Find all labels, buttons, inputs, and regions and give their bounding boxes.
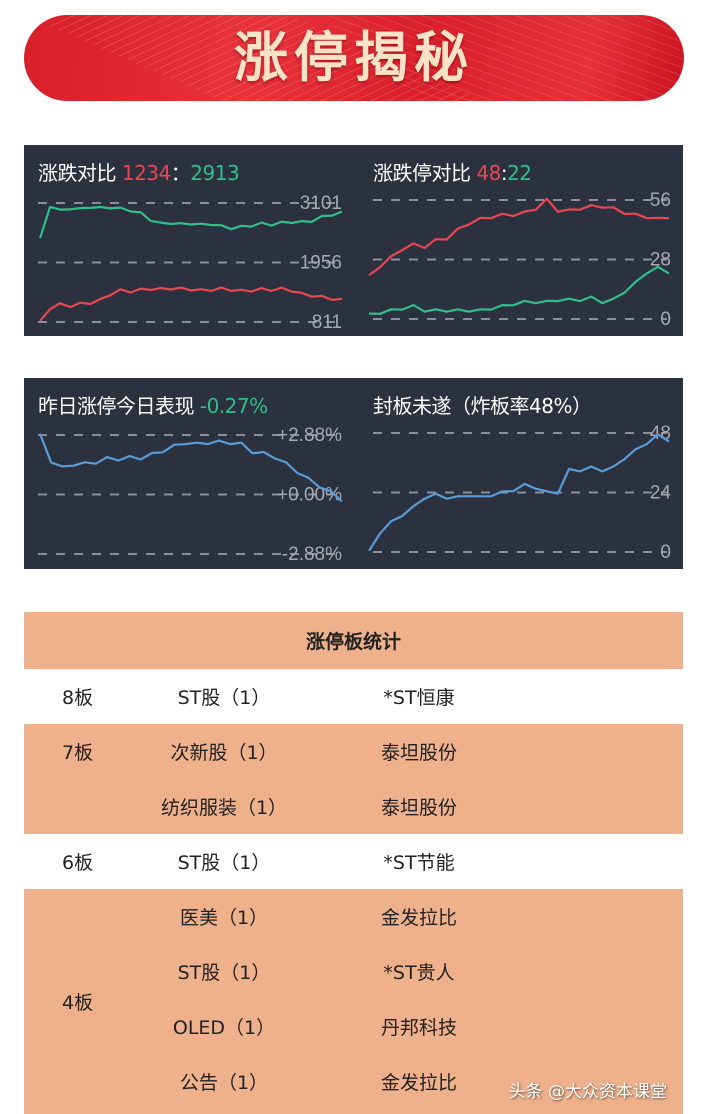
limit-down-count: 22 — [507, 161, 532, 185]
board-label: 4板 — [62, 992, 94, 1014]
table-row: 8板 ST股（1） *ST恒康 — [24, 669, 683, 724]
series-line — [39, 286, 343, 322]
table-group-7-board: 7板 次新股（1） 泰坦股份 纺织服装（1） 泰坦股份 — [24, 724, 683, 834]
limit-up-down-chart: 涨跌停对比 48:22 56 28 0 — [359, 145, 683, 336]
stock-cell: *ST恒康 — [383, 687, 455, 709]
board-label: 7板 — [62, 742, 94, 764]
series-line — [38, 433, 343, 503]
chart-title-label: 涨跌停对比 — [373, 161, 471, 185]
sector-cell: ST股（1） — [177, 687, 271, 709]
advance-count: 1234 — [121, 161, 171, 185]
series-line — [368, 265, 670, 315]
page-banner: 涨停揭秘 — [24, 15, 684, 101]
table-row: OLED（1） 丹邦科技 — [24, 999, 683, 1054]
table-row: 公告（1） 金发拉比 — [24, 1054, 683, 1109]
series-line — [38, 205, 343, 239]
board-label: 8板 — [62, 687, 94, 709]
y-tick-label: 0 — [660, 542, 671, 563]
chart-title: 昨日涨停今日表现 -0.27% — [38, 390, 268, 419]
ratio-separator: ： — [170, 161, 191, 185]
stock-cell: *ST节能 — [383, 852, 455, 874]
series-line — [368, 197, 670, 277]
y-tick-label: -2.88% — [282, 544, 342, 565]
chart-title: 涨跌对比 1234：2913 — [38, 157, 240, 186]
chart-panel-row-1: 涨跌对比 1234：2913 3101 1956 811 涨跌停对比 48:22 5… — [24, 145, 683, 336]
table-group-8-board: 8板 ST股（1） *ST恒康 — [24, 669, 683, 724]
stock-cell: 丹邦科技 — [380, 1017, 457, 1039]
sector-cell: ST股（1） — [177, 962, 271, 984]
stock-cell: *ST贵人 — [383, 962, 455, 984]
limit-up-down-plot: 56 28 0 — [368, 190, 671, 330]
y-tick-label: 24 — [650, 483, 672, 504]
performance-plot: +2.88% +0.00% -2.88% — [38, 425, 343, 565]
banner-title: 涨停揭秘 — [234, 26, 474, 89]
sector-cell: ST股（1） — [177, 852, 271, 874]
series-line — [368, 433, 670, 552]
chart-title-label: 封板未遂（炸板率48%） — [373, 394, 592, 418]
y-tick-label: 0 — [660, 309, 671, 330]
table-title: 涨停板统计 — [24, 612, 683, 669]
yesterday-limit-up-performance-chart: 昨日涨停今日表现 -0.27% +2.88% +0.00% -2.88% — [24, 378, 354, 569]
board-label: 6板 — [62, 852, 94, 874]
stock-cell: 泰坦股份 — [380, 742, 457, 764]
chart-title-label: 涨跌对比 — [38, 161, 117, 185]
chart-title: 封板未遂（炸板率48%） — [373, 390, 592, 419]
table-group-6-board: 6板 ST股（1） *ST节能 — [24, 834, 683, 889]
limit-up-count: 48 — [476, 161, 501, 185]
table-row: 7板 次新股（1） 泰坦股份 — [24, 724, 683, 779]
chart-title: 涨跌停对比 48:22 — [373, 157, 532, 186]
ratio-separator: : — [500, 161, 508, 185]
advance-decline-chart: 涨跌对比 1234：2913 3101 1956 811 — [24, 145, 354, 336]
sector-cell: 次新股（1） — [170, 742, 278, 764]
advance-decline-plot: 3101 1956 811 — [38, 193, 343, 333]
stock-cell: 金发拉比 — [380, 1072, 457, 1094]
stock-cell: 金发拉比 — [380, 907, 457, 929]
table-row: 医美（1） 金发拉比 — [24, 889, 683, 944]
sector-cell: 医美（1） — [179, 907, 269, 929]
y-tick-label: 56 — [650, 190, 671, 211]
sector-cell: 纺织服装（1） — [160, 797, 288, 819]
sector-cell: OLED（1） — [172, 1017, 276, 1039]
decline-count: 2913 — [190, 161, 240, 185]
table-row: 6板 ST股（1） *ST节能 — [24, 834, 683, 889]
table-row: 纺织服装（1） 泰坦股份 — [24, 779, 683, 834]
y-tick-label: 3101 — [300, 193, 342, 214]
failed-limit-up-chart: 封板未遂（炸板率48%） 48 24 0 — [359, 378, 683, 569]
sector-cell: 公告（1） — [179, 1072, 269, 1094]
chart-title-label: 昨日涨停今日表现 — [38, 394, 195, 418]
chart-panel-row-2: 昨日涨停今日表现 -0.27% +2.88% +0.00% -2.88% 封板未遂（… — [24, 378, 683, 569]
y-tick-label: 28 — [650, 250, 671, 271]
y-tick-label: +2.88% — [277, 425, 342, 446]
watermark: 头条 @大众资本课堂 — [508, 1082, 667, 1102]
table-group-4-board: 4板 医美（1） 金发拉比 ST股（1） *ST贵人 OLED（1） 丹邦科技 … — [24, 889, 683, 1114]
performance-value: -0.27% — [199, 394, 268, 418]
y-tick-label: 811 — [312, 312, 342, 333]
stock-cell: 泰坦股份 — [380, 797, 457, 819]
y-tick-label: 1956 — [300, 253, 342, 274]
y-tick-label: +0.00% — [277, 485, 342, 506]
limit-up-stats-table: 涨停板统计 8板 ST股（1） *ST恒康 7板 次新股（1） 泰坦股份 纺织服… — [24, 612, 683, 1114]
table-row: ST股（1） *ST贵人 — [24, 944, 683, 999]
